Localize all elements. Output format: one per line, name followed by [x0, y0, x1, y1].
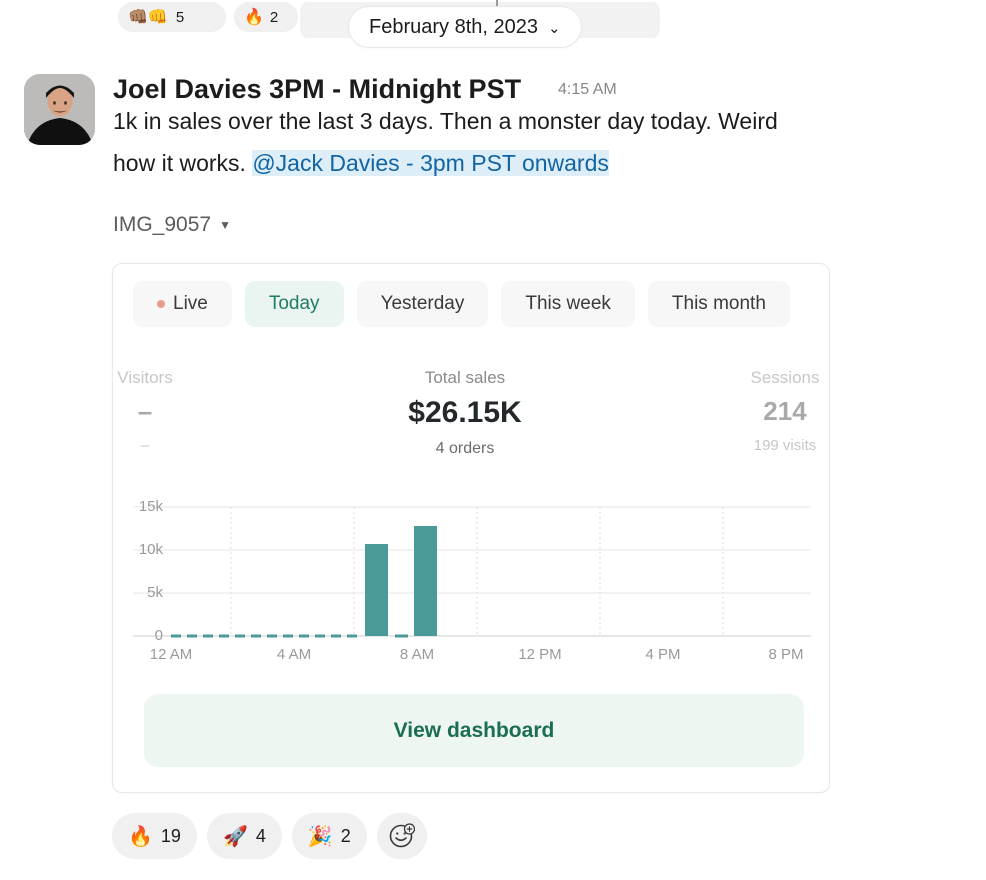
svg-text:4 PM: 4 PM: [645, 646, 680, 662]
svg-text:4 AM: 4 AM: [277, 646, 311, 662]
svg-text:15k: 15k: [139, 498, 164, 515]
svg-text:5k: 5k: [147, 584, 163, 601]
svg-text:12 AM: 12 AM: [150, 646, 193, 662]
svg-text:0: 0: [155, 627, 163, 644]
svg-text:8 PM: 8 PM: [768, 646, 803, 662]
svg-text:10k: 10k: [139, 541, 164, 558]
svg-text:8 AM: 8 AM: [400, 646, 434, 662]
svg-text:12 PM: 12 PM: [518, 646, 561, 662]
